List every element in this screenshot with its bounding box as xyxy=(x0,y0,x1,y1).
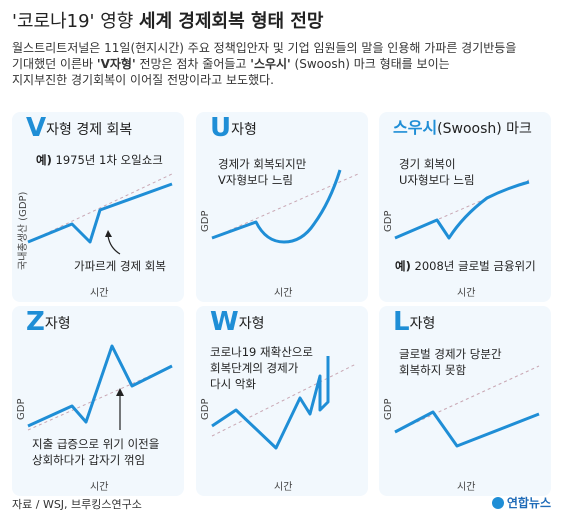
panel-u-note: 경제가 회복되지만 V자형보다 느림 xyxy=(218,156,306,188)
panel-swoosh-xlabel: 시간 xyxy=(457,288,476,299)
panel-v-shape: V자형 경제 회복 예) 1975년 1차 오일쇼크 가파르게 경제 회복 국내… xyxy=(12,112,184,302)
panel-l-graph xyxy=(394,365,540,448)
callout-arrow xyxy=(107,235,121,255)
panel-swoosh-example-text: 2008년 글로벌 금융위기 xyxy=(410,259,536,273)
panel-z-graph xyxy=(27,344,173,431)
yonhap-logo: 연합뉴스 xyxy=(491,494,551,511)
panel-w-graph xyxy=(211,356,357,450)
panel-swoosh-graph xyxy=(394,179,530,240)
panel-z-note: 지출 급증으로 위기 이전을 상회하다가 갑자기 꺾임 xyxy=(32,436,159,468)
panel-w-ylabel: GDP xyxy=(200,398,211,420)
panel-u-note-line1: 경제가 회복되지만 xyxy=(218,157,307,171)
panel-l-xlabel: 시간 xyxy=(457,482,476,493)
desc-swoosh: '스우시' xyxy=(250,57,291,71)
panel-l-heading-text: 자형 xyxy=(409,316,436,332)
panel-swoosh-title: 스우시 xyxy=(393,118,438,137)
panel-w-xlabel: 시간 xyxy=(274,482,293,493)
logo-icon xyxy=(491,497,504,509)
panel-l-note-line1: 글로벌 경제가 당분간 xyxy=(399,347,502,361)
panel-w-note-line1: 코로나19 재확산으로 xyxy=(210,345,313,359)
panel-z-note-line1: 지출 급증으로 위기 이전을 xyxy=(32,437,160,451)
panel-z-note-line2: 상회하다가 갑자기 꺾임 xyxy=(32,453,146,467)
panel-v-letter: V xyxy=(26,113,47,143)
panel-u-heading-text: 자형 xyxy=(231,122,257,138)
desc-line-3: 지지부진한 경기회복이 이어질 전망이라고 보도했다. xyxy=(12,73,274,87)
panel-u-note-line2: V자형보다 느림 xyxy=(218,173,294,187)
panel-v-example: 예) 1975년 1차 오일쇼크 xyxy=(36,152,163,168)
panel-u-letter: U xyxy=(210,113,232,143)
panel-swoosh-note: 경기 회복이 U자형보다 느림 xyxy=(399,156,475,188)
logo-text: 연합뉴스 xyxy=(506,496,551,510)
gdp-line xyxy=(211,169,342,244)
desc-line-2: 기대했던 이른바 'V자형' 전망은 점차 줄어들고 '스우시' (Swoosh… xyxy=(12,56,552,72)
panel-w-heading: W자형 xyxy=(210,308,264,336)
panel-z-letter: Z xyxy=(26,307,45,337)
panel-swoosh-ylabel: GDP xyxy=(383,210,394,232)
panel-v-callout: 가파르게 경제 회복 xyxy=(74,259,166,273)
panel-v-heading-text: 자형 경제 회복 xyxy=(46,122,133,138)
panel-w-note: 코로나19 재확산으로 회복단계의 경제가 다시 악화 xyxy=(210,344,313,392)
panel-z-xlabel: 시간 xyxy=(90,482,109,493)
panel-v-example-prefix: 예) xyxy=(36,153,52,167)
desc-line-2a: 기대했던 이른바 xyxy=(12,57,97,71)
panel-v-xlabel: 시간 xyxy=(90,288,109,299)
panel-u-heading: U자형 xyxy=(210,114,257,142)
panel-l-letter: L xyxy=(393,307,410,337)
panel-swoosh-heading-text: (Swoosh) 마크 xyxy=(437,121,532,137)
panel-u-ylabel: GDP xyxy=(200,210,211,232)
callout-arrowhead xyxy=(105,230,112,237)
panel-u-xlabel: 시간 xyxy=(274,288,293,299)
desc-line-2c: (Swoosh) 마크 형태를 보이는 xyxy=(290,57,450,71)
panel-swoosh-note-line2: U자형보다 느림 xyxy=(399,173,475,187)
description: 월스트리트저널은 11일(현지시간) 주요 정책입안자 및 기업 임원들의 말을… xyxy=(12,40,552,88)
infographic-title: '코로나19' 영향 세계 경제회복 형태 전망 xyxy=(12,8,552,36)
source-credit: 자료 / WSJ, 브루킹스연구소 xyxy=(12,498,142,511)
panel-z-ylabel: GDP xyxy=(16,398,27,420)
panel-swoosh-shape: 스우시(Swoosh) 마크 경기 회복이 U자형보다 느림 예) 2008년 … xyxy=(379,112,551,302)
panel-w-heading-text: 자형 xyxy=(238,316,265,332)
panel-l-note: 글로벌 경제가 당분간 회복하지 못함 xyxy=(399,346,502,378)
gdp-line xyxy=(27,344,173,428)
panel-v-example-text: 1975년 1차 오일쇼크 xyxy=(51,153,163,167)
panel-w-shape: W자형 코로나19 재확산으로 회복단계의 경제가 다시 악화 GDP 시간 xyxy=(196,306,368,496)
panel-z-shape: Z자형 지출 급증으로 위기 이전을 상회하다가 갑자기 꺾임 GDP 시간 xyxy=(12,306,184,496)
panel-swoosh-example: 예) 2008년 글로벌 금융위기 xyxy=(395,258,536,274)
panel-w-note-line3: 다시 악화 xyxy=(210,377,256,391)
gdp-line xyxy=(394,410,540,448)
title-plain: '코로나19' 영향 xyxy=(12,11,140,32)
gdp-line xyxy=(394,180,530,240)
panel-w-letter: W xyxy=(210,307,239,337)
panel-swoosh-note-line1: 경기 회복이 xyxy=(399,157,456,171)
panel-u-shape: U자형 경제가 회복되지만 V자형보다 느림 GDP 시간 xyxy=(196,112,368,302)
panel-l-note-line2: 회복하지 못함 xyxy=(399,363,467,377)
panel-z-heading-text: 자형 xyxy=(44,316,71,332)
desc-line-1: 월스트리트저널은 11일(현지시간) 주요 정책입안자 및 기업 임원들의 말을… xyxy=(12,41,517,55)
panel-v-heading: V자형 경제 회복 xyxy=(26,114,132,142)
panel-u-graph xyxy=(211,169,359,244)
trend-line xyxy=(211,363,357,437)
panel-v-ylabel: 국내총생산 (GDP) xyxy=(18,191,29,270)
panel-swoosh-example-prefix: 예) xyxy=(395,259,411,273)
gdp-line xyxy=(211,356,330,450)
panel-swoosh-heading: 스우시(Swoosh) 마크 xyxy=(393,114,532,142)
panel-z-heading: Z자형 xyxy=(26,308,71,336)
callout-arrowhead xyxy=(116,388,124,396)
gdp-line xyxy=(27,182,173,244)
panel-l-heading: L자형 xyxy=(393,308,435,336)
panel-l-ylabel: GDP xyxy=(383,398,394,420)
panel-l-shape: L자형 글로벌 경제가 당분간 회복하지 못함 GDP 시간 xyxy=(379,306,551,496)
trend-line xyxy=(27,365,173,431)
desc-v: 'V자형' xyxy=(96,57,136,71)
panel-v-graph xyxy=(27,173,173,255)
panel-w-note-line2: 회복단계의 경제가 xyxy=(210,361,299,375)
title-bold: 세계 경제회복 형태 전망 xyxy=(139,11,324,32)
desc-line-2b: 전망은 점차 줄어들고 xyxy=(135,57,251,71)
